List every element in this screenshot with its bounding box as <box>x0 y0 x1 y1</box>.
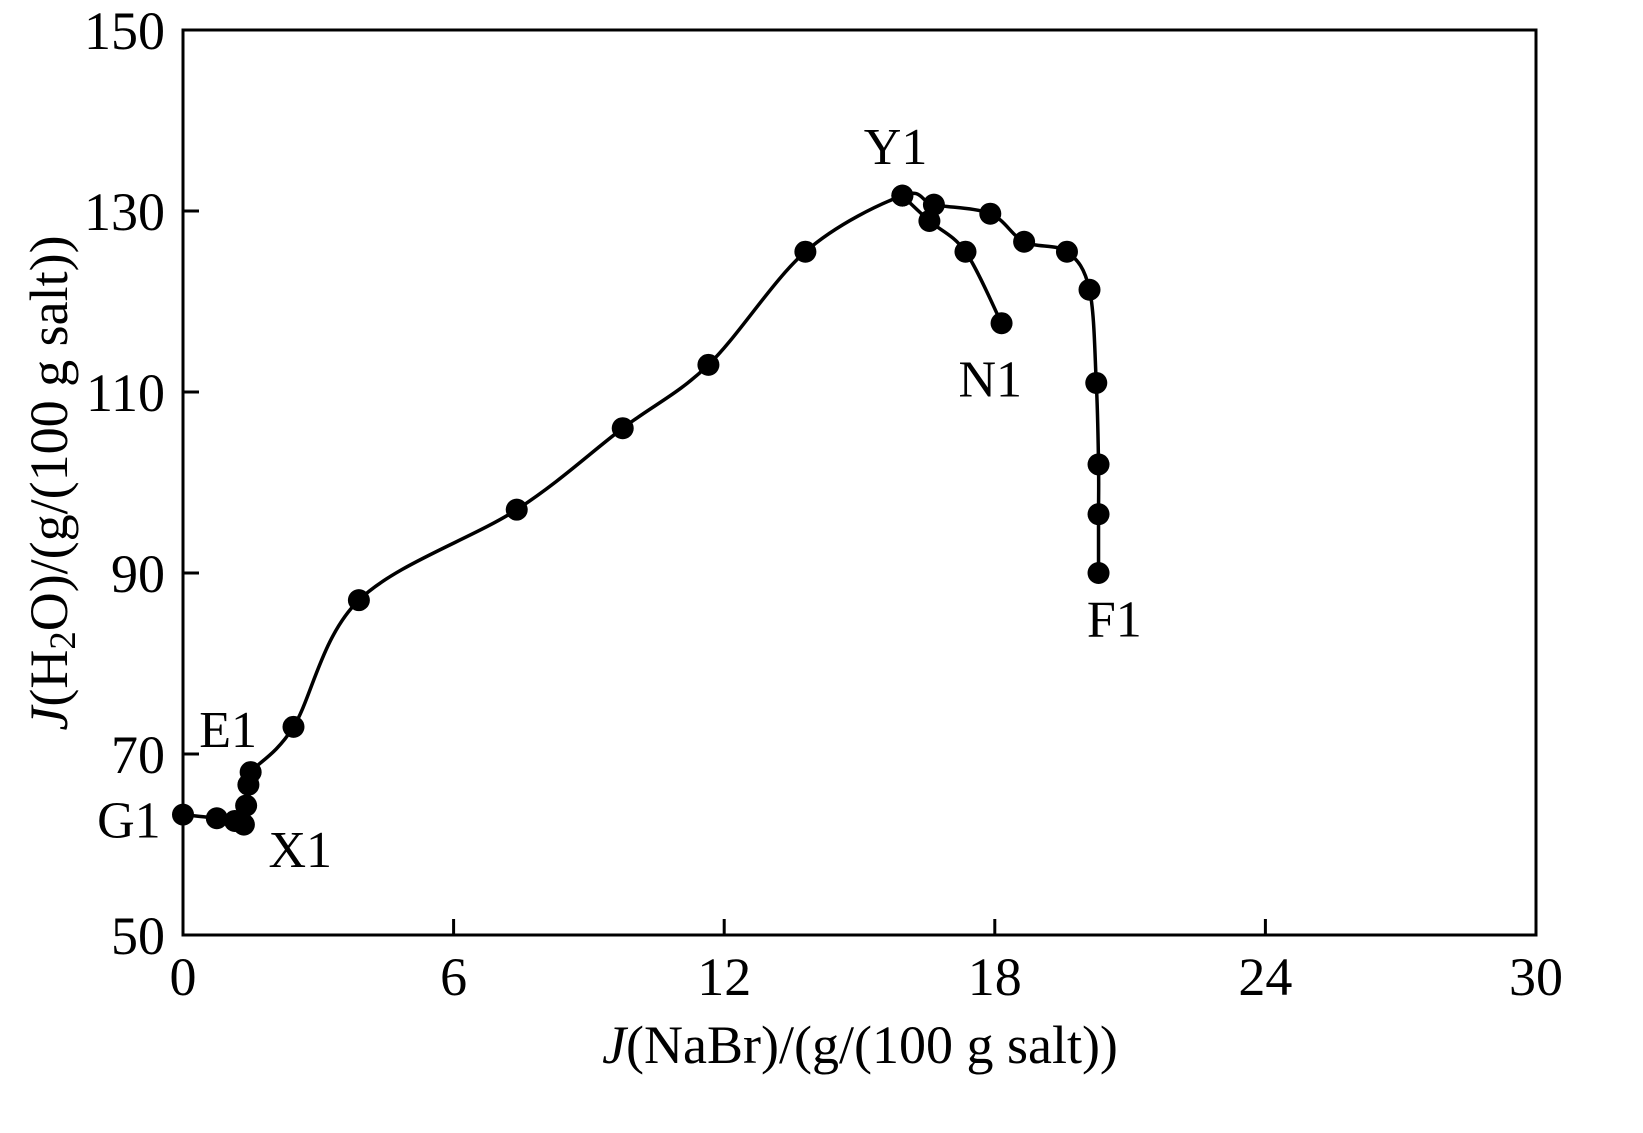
point-label-N1: N1 <box>959 352 1023 409</box>
x-tick-label: 18 <box>968 947 1022 1007</box>
y-tick-label: 90 <box>111 544 165 604</box>
data-point-branch-Y1-to-N1 <box>918 209 941 232</box>
data-point-branch-Y1-to-N1 <box>954 240 977 263</box>
y-axis-title-rest: O)/(g/(100 g salt)) <box>19 235 80 632</box>
point-label-E1: E1 <box>199 702 257 759</box>
point-label-F1: F1 <box>1087 591 1142 648</box>
data-point-main-curve-G1-to-F1 <box>1085 371 1108 394</box>
data-point-main-curve-G1-to-F1 <box>697 353 720 376</box>
data-point-main-curve-G1-to-F1 <box>232 813 255 836</box>
x-axis-title-symbol: J <box>602 1015 627 1075</box>
x-tick-label: 0 <box>170 947 197 1007</box>
plot-frame <box>181 28 1538 937</box>
y-axis-title-sub: 2 <box>42 631 84 650</box>
y-tick-label: 130 <box>84 182 165 242</box>
data-point-main-curve-G1-to-F1 <box>1087 503 1110 526</box>
point-label-X1: X1 <box>268 822 332 879</box>
data-point-main-curve-G1-to-F1 <box>282 715 305 738</box>
data-point-main-curve-G1-to-F1 <box>347 589 370 612</box>
data-point-main-curve-G1-to-F1 <box>1078 278 1101 301</box>
data-point-main-curve-G1-to-F1 <box>1087 562 1110 584</box>
data-point-main-curve-G1-to-F1 <box>979 202 1002 225</box>
y-axis-title: J(H2O)/(g/(100 g salt)) <box>19 235 84 731</box>
curve-branch-Y1-to-N1 <box>901 194 1004 325</box>
data-point-branch-Y1-to-N1 <box>891 184 914 207</box>
point-label-G1: G1 <box>97 792 161 849</box>
y-axis-title-symbol: J <box>19 706 80 731</box>
data-point-main-curve-G1-to-F1 <box>1087 453 1110 476</box>
data-point-branch-Y1-to-N1 <box>990 312 1013 335</box>
y-axis-title-pre: (H <box>19 649 80 707</box>
x-tick-label: 30 <box>1509 947 1563 1007</box>
x-tick-label: 6 <box>440 947 467 1007</box>
data-point-main-curve-G1-to-F1 <box>239 761 262 784</box>
y-tick-label: 50 <box>111 906 165 966</box>
data-point-main-curve-G1-to-F1 <box>794 240 817 263</box>
data-point-main-curve-G1-to-F1 <box>172 803 194 826</box>
data-point-main-curve-G1-to-F1 <box>505 498 528 521</box>
point-label-Y1: Y1 <box>864 119 928 176</box>
x-axis-title: J(NaBr)/(g/(100 g salt)) <box>602 1018 1118 1072</box>
data-point-main-curve-G1-to-F1 <box>1013 230 1036 253</box>
data-point-main-curve-G1-to-F1 <box>235 794 258 817</box>
data-point-main-curve-G1-to-F1 <box>205 807 228 830</box>
data-point-main-curve-G1-to-F1 <box>611 417 634 440</box>
y-tick-label: 70 <box>111 725 165 785</box>
curve-main-curve-G1-to-F1 <box>182 191 1101 828</box>
y-tick-label: 150 <box>84 1 165 61</box>
data-point-main-curve-G1-to-F1 <box>1055 240 1078 263</box>
y-tick-label: 110 <box>86 363 165 423</box>
x-axis-title-rest: (NaBr)/(g/(100 g salt)) <box>626 1015 1118 1075</box>
x-tick-label: 24 <box>1238 947 1292 1007</box>
x-tick-label: 12 <box>697 947 751 1007</box>
